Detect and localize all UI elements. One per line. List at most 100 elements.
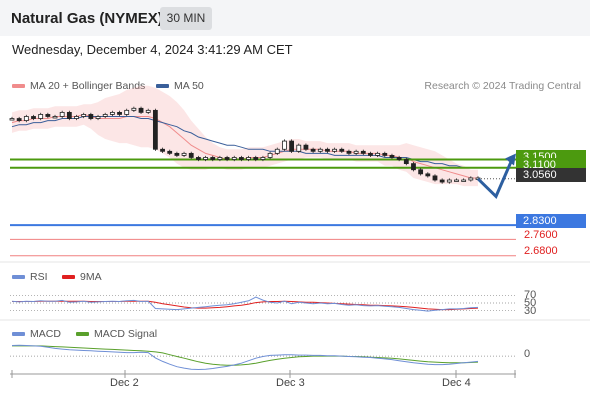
candle-body bbox=[418, 169, 424, 175]
candle-body bbox=[217, 157, 223, 160]
candle-body bbox=[389, 155, 395, 158]
candle-body bbox=[95, 116, 101, 119]
candle-body bbox=[167, 150, 173, 154]
candle-body bbox=[66, 111, 72, 119]
support-1-label: 2.7600 bbox=[524, 229, 558, 241]
candle-body bbox=[188, 152, 194, 158]
candle-body bbox=[310, 148, 316, 152]
candle-body bbox=[203, 157, 208, 160]
rsi-line bbox=[11, 296, 479, 312]
candle-body bbox=[59, 111, 65, 117]
rsi-tick-30: 30 bbox=[524, 305, 537, 317]
candle-body bbox=[124, 109, 130, 115]
candle-body bbox=[260, 157, 266, 160]
legend-bollinger-label: MA 20 + Bollinger Bands bbox=[30, 80, 146, 92]
candle-body bbox=[461, 179, 467, 182]
candle-body bbox=[138, 107, 144, 113]
legend-rsi-ma: 9MA bbox=[62, 271, 102, 283]
x-tick-dec4: Dec 4 bbox=[442, 377, 471, 389]
candle-body bbox=[109, 111, 115, 115]
candle-body bbox=[181, 152, 187, 156]
last-price-tag: 3.0560 bbox=[516, 168, 586, 182]
legend-bollinger: MA 20 + Bollinger Bands bbox=[12, 80, 145, 92]
rsi-tick-50: 50 bbox=[524, 297, 537, 309]
candle-body bbox=[432, 175, 438, 181]
x-tick-dec2: Dec 2 bbox=[110, 377, 139, 389]
legend-macd-signal-label: MACD Signal bbox=[94, 328, 158, 340]
support-2-label: 2.6800 bbox=[524, 245, 558, 257]
candle-body bbox=[425, 173, 431, 177]
rsi-ma-line bbox=[12, 300, 479, 311]
candle-body bbox=[81, 114, 87, 117]
interval-button[interactable]: 30 MIN bbox=[160, 7, 212, 30]
candle-body bbox=[74, 116, 79, 119]
macd-signal-line bbox=[12, 345, 479, 366]
candle-body bbox=[239, 157, 244, 160]
candle-body bbox=[403, 159, 409, 165]
macd-signal-swatch bbox=[76, 332, 89, 337]
candle-body bbox=[16, 118, 22, 121]
candle-body bbox=[102, 114, 108, 117]
forecast-arrow bbox=[476, 158, 514, 199]
rsi-swatch bbox=[12, 275, 25, 280]
pivot-tag: 2.8300 bbox=[516, 214, 586, 228]
candle-body bbox=[23, 116, 29, 121]
candle-body bbox=[210, 157, 216, 160]
candle-body bbox=[9, 118, 15, 121]
legend-ma50-label: MA 50 bbox=[174, 80, 204, 92]
candle-body bbox=[274, 148, 280, 154]
x-tick-dec3: Dec 3 bbox=[276, 377, 305, 389]
legend-macd-label: MACD bbox=[30, 328, 61, 340]
candle-body bbox=[396, 157, 402, 160]
rsi-ma-swatch bbox=[62, 275, 75, 280]
candle-body bbox=[152, 109, 158, 150]
legend-rsi-label: RSI bbox=[30, 271, 48, 283]
candle-body bbox=[296, 144, 302, 152]
macd-line bbox=[11, 344, 479, 371]
chart-header: Natural Gas (NYMEX) 30 MIN bbox=[0, 0, 590, 36]
candle-body bbox=[282, 140, 287, 150]
candle-body bbox=[346, 150, 352, 154]
candle-body bbox=[195, 157, 201, 160]
candle-body bbox=[360, 150, 366, 154]
chart-panel bbox=[0, 36, 590, 400]
candle-body bbox=[174, 152, 180, 156]
candle-body bbox=[253, 157, 259, 160]
candle-body bbox=[446, 179, 452, 183]
rsi-tick-70: 70 bbox=[524, 289, 537, 301]
candle-body bbox=[38, 114, 44, 119]
legend-macd: MACD bbox=[12, 328, 61, 340]
candle-body bbox=[246, 157, 251, 160]
legend-rsi-ma-label: 9MA bbox=[80, 271, 102, 283]
candle-body bbox=[224, 157, 230, 160]
candle-body bbox=[368, 152, 373, 156]
candle-body bbox=[88, 114, 94, 119]
candle-body bbox=[325, 148, 330, 152]
candle-body bbox=[375, 152, 381, 156]
candle-body bbox=[439, 179, 445, 183]
candle-body bbox=[160, 148, 165, 152]
candle-body bbox=[411, 163, 416, 171]
candle-body bbox=[117, 111, 122, 115]
candle-body bbox=[303, 144, 309, 150]
candle-body bbox=[332, 148, 338, 152]
candle-body bbox=[339, 148, 345, 152]
legend-rsi: RSI bbox=[12, 271, 48, 283]
candle-body bbox=[131, 107, 137, 111]
legend-macd-signal: MACD Signal bbox=[76, 328, 157, 340]
chart-datetime: Wednesday, December 4, 2024 3:41:29 AM C… bbox=[12, 42, 293, 57]
candle-body bbox=[317, 148, 323, 152]
candle-body bbox=[31, 116, 36, 119]
candle-body bbox=[231, 157, 237, 160]
bollinger-band bbox=[12, 85, 478, 187]
candle-body bbox=[145, 109, 151, 113]
candle-body bbox=[45, 114, 51, 117]
macd-swatch bbox=[12, 332, 25, 337]
macd-tick-0: 0 bbox=[524, 348, 531, 360]
candle-body bbox=[289, 140, 295, 152]
candle-body bbox=[353, 150, 359, 154]
candle-body bbox=[267, 152, 273, 158]
bollinger-swatch bbox=[12, 84, 25, 89]
candle-body bbox=[52, 116, 58, 119]
